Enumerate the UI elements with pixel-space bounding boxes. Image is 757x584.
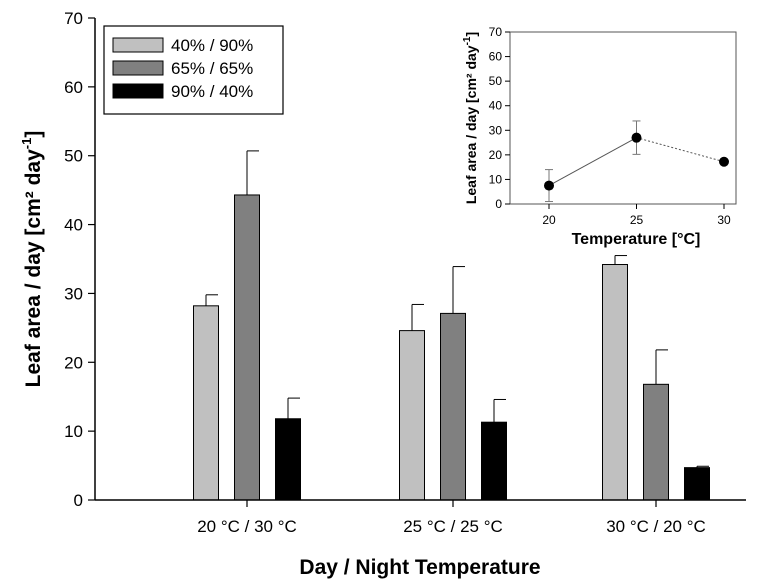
inset-y-tick-label: 30: [489, 123, 503, 137]
inset-y-axis-title-main: Leaf area / day [cm² day: [463, 45, 479, 204]
inset-y-tick-label: 70: [489, 25, 503, 39]
bar: [481, 421, 507, 501]
inset-y-tick-label: 20: [489, 148, 503, 162]
inset-series-line: [636, 137, 725, 163]
inset-y-tick-label: 40: [489, 99, 503, 113]
x-tick-label: 20 °C / 30 °C: [197, 517, 297, 536]
inset-x-tick-label: 20: [542, 213, 556, 227]
y-tick-label: 70: [64, 9, 83, 28]
x-axis-title: Day / Night Temperature: [299, 556, 540, 579]
x-tick-label: 30 °C / 20 °C: [606, 517, 706, 536]
inset-chart: 0 10 20 30 40 50 60 70 20 25 30 Temperature [°C] Lea…: [462, 25, 737, 248]
inset-series-line: [548, 137, 637, 187]
y-axis-title-end: ]: [22, 131, 45, 138]
y-axis-title-main: Leaf area / day [cm² day: [22, 149, 45, 387]
inset-x-tick-label: 30: [717, 213, 731, 227]
inset-x-axis-title: Temperature [°C]: [572, 231, 701, 248]
legend-swatch: [112, 83, 164, 99]
y-tick-label: 20: [64, 353, 83, 372]
y-tick-label: 10: [64, 422, 83, 441]
inset-y-axis-title: Leaf area / day [cm² day-1]: [462, 32, 479, 204]
inset-y-axis-title-end: ]: [463, 32, 479, 37]
bar: [234, 194, 260, 501]
bar: [684, 467, 710, 501]
y-tick-label: 40: [64, 216, 83, 235]
y-tick-label: 50: [64, 147, 83, 166]
y-tick-label: 0: [74, 491, 83, 510]
bar: [602, 264, 628, 501]
inset-y-tick-label: 10: [489, 172, 503, 186]
legend-label: 40% / 90%: [171, 36, 253, 55]
bar: [275, 418, 301, 501]
legend-label: 65% / 65%: [171, 59, 253, 78]
y-tick-label: 60: [64, 78, 83, 97]
inset-y-tick-label: 0: [495, 197, 502, 211]
inset-y-axis-title-sup: -1: [462, 36, 473, 45]
inset-x-tick-label: 25: [630, 213, 644, 227]
bar: [193, 305, 219, 501]
legend-swatch: [112, 60, 164, 76]
bar: [440, 312, 466, 501]
inset-point: [631, 132, 642, 143]
inset-frame: [509, 31, 737, 205]
legend-swatch: [112, 37, 164, 53]
y-tick-label: 30: [64, 284, 83, 303]
inset-y-tick-label: 60: [489, 50, 503, 64]
inset-point: [719, 156, 729, 167]
legend-label: 90% / 40%: [171, 82, 253, 101]
inset-point: [544, 180, 554, 191]
y-axis-title: Leaf area / day [cm² day-1]: [19, 131, 45, 388]
bar: [399, 330, 425, 501]
inset-y-tick-label: 50: [489, 74, 503, 88]
x-tick-label: 25 °C / 25 °C: [403, 517, 503, 536]
legend: 40% / 90% 65% / 65% 90% / 40%: [103, 25, 284, 115]
y-axis-title-sup: -1: [19, 138, 34, 150]
bar: [643, 383, 669, 501]
